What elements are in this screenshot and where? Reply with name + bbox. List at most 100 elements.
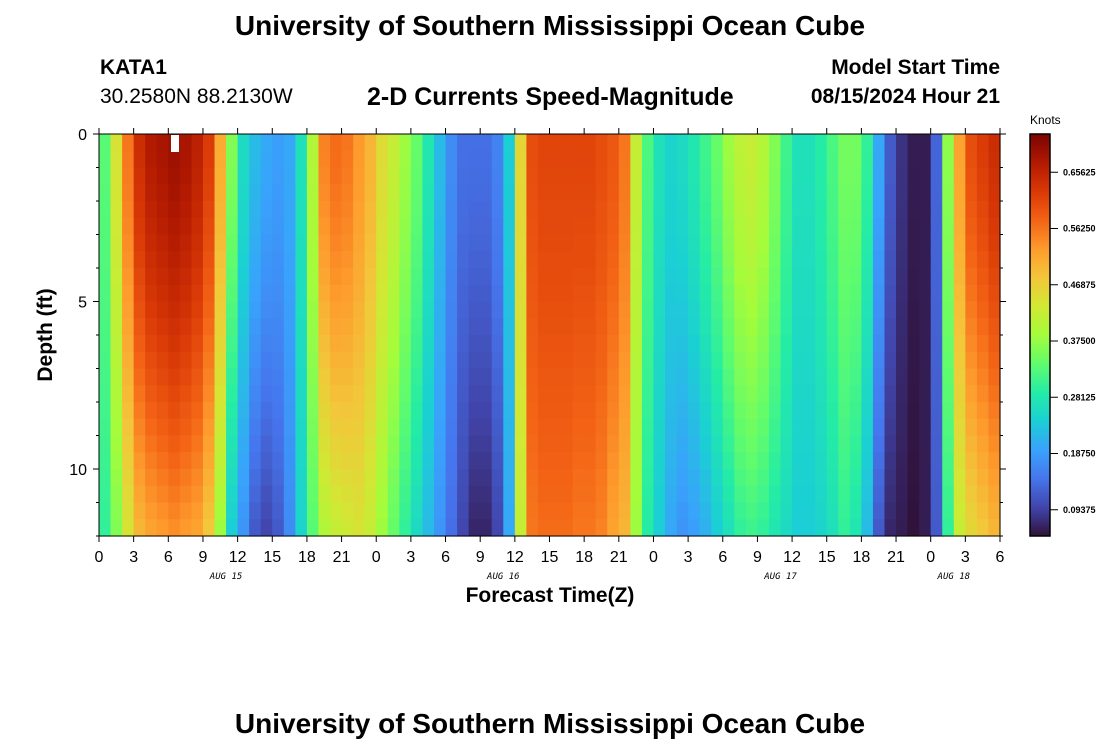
heatmap-cell bbox=[249, 469, 262, 487]
heatmap-cell bbox=[734, 150, 747, 169]
heatmap-cell bbox=[537, 335, 551, 353]
heatmap-cell bbox=[711, 301, 724, 319]
heatmap-cell bbox=[145, 418, 158, 437]
heatmap-cell bbox=[884, 351, 897, 370]
heatmap-cell bbox=[630, 351, 643, 370]
heatmap-cell bbox=[780, 184, 793, 202]
heatmap-cell bbox=[110, 268, 123, 286]
heatmap-cell bbox=[179, 150, 193, 169]
heatmap-cell bbox=[179, 351, 193, 370]
heatmap-cell bbox=[768, 452, 782, 470]
heatmap-cell bbox=[306, 201, 320, 219]
heatmap-cell bbox=[260, 385, 273, 403]
heatmap-cell bbox=[815, 335, 828, 353]
heatmap-cell bbox=[399, 335, 412, 353]
heatmap-cell bbox=[353, 418, 366, 437]
heatmap-cell bbox=[503, 301, 516, 319]
heatmap-cell bbox=[122, 201, 135, 219]
heatmap-cell bbox=[872, 485, 886, 504]
heatmap-cell bbox=[318, 485, 331, 504]
heatmap-cell bbox=[237, 452, 250, 470]
heatmap-cell bbox=[364, 485, 377, 504]
heatmap-cell bbox=[179, 469, 193, 487]
heatmap-cell bbox=[445, 385, 458, 403]
heatmap-cell bbox=[491, 385, 504, 403]
heatmap-cell bbox=[387, 335, 400, 353]
heatmap-cell bbox=[191, 335, 204, 353]
heatmap-cell bbox=[526, 502, 539, 520]
heatmap-cell bbox=[745, 184, 759, 202]
heatmap-cell bbox=[514, 217, 527, 236]
heatmap-cell bbox=[283, 368, 296, 386]
heatmap-cell bbox=[826, 368, 839, 386]
heatmap-cell bbox=[133, 150, 146, 169]
heatmap-cell bbox=[422, 385, 435, 403]
heatmap-cell bbox=[468, 251, 481, 269]
heatmap-cell bbox=[757, 368, 770, 386]
heatmap-cell bbox=[399, 469, 412, 487]
heatmap-cell bbox=[884, 268, 897, 286]
heatmap-cell bbox=[376, 301, 389, 319]
heatmap-cell bbox=[722, 167, 735, 185]
heatmap-cell bbox=[953, 234, 966, 252]
heatmap-cell bbox=[272, 335, 285, 353]
heatmap-cell bbox=[537, 217, 551, 236]
heatmap-cell bbox=[792, 485, 805, 504]
heatmap-cell bbox=[641, 402, 655, 420]
heatmap-cell bbox=[861, 284, 874, 303]
heatmap-cell bbox=[607, 335, 620, 353]
heatmap-cell bbox=[295, 268, 308, 286]
heatmap-cell bbox=[768, 335, 782, 353]
heatmap-cell bbox=[838, 502, 851, 520]
heatmap-cell bbox=[145, 134, 158, 152]
heatmap-cell bbox=[330, 418, 343, 437]
heatmap-cell bbox=[249, 318, 262, 336]
heatmap-cell bbox=[930, 335, 943, 353]
heatmap-cell bbox=[768, 251, 782, 269]
heatmap-cell bbox=[364, 335, 377, 353]
heatmap-cell bbox=[168, 150, 181, 169]
heatmap-cell bbox=[179, 502, 193, 520]
heatmap-cell bbox=[422, 251, 435, 269]
heatmap-cell bbox=[884, 318, 897, 336]
heatmap-cell bbox=[757, 167, 770, 185]
heatmap-cell bbox=[653, 217, 666, 236]
heatmap-cell bbox=[861, 167, 874, 185]
heatmap-cell bbox=[630, 184, 643, 202]
heatmap-cell bbox=[572, 368, 585, 386]
heatmap-cell bbox=[711, 234, 724, 252]
heatmap-cell bbox=[838, 469, 851, 487]
heatmap-cell bbox=[665, 318, 678, 336]
heatmap-cell bbox=[826, 284, 839, 303]
heatmap-cell bbox=[907, 485, 920, 504]
heatmap-cell bbox=[688, 201, 701, 219]
heatmap-cell bbox=[133, 234, 146, 252]
heatmap-cell bbox=[156, 150, 169, 169]
heatmap-cell bbox=[826, 234, 839, 252]
heatmap-cell bbox=[145, 217, 158, 236]
heatmap-cell bbox=[537, 452, 551, 470]
heatmap-cell bbox=[422, 201, 435, 219]
heatmap-cell bbox=[364, 418, 377, 437]
heatmap-cell bbox=[387, 134, 400, 152]
heatmap-cell bbox=[884, 251, 897, 269]
heatmap-cell bbox=[826, 469, 839, 487]
heatmap-cell bbox=[907, 385, 920, 403]
heatmap-cell bbox=[272, 284, 285, 303]
heatmap-cell bbox=[387, 351, 400, 370]
heatmap-cell bbox=[953, 519, 966, 537]
heatmap-cell bbox=[433, 234, 447, 252]
heatmap-cell bbox=[433, 502, 447, 520]
heatmap-cell bbox=[537, 485, 551, 504]
heatmap-cell bbox=[514, 251, 527, 269]
heatmap-cell bbox=[930, 502, 943, 520]
heatmap-cell bbox=[272, 301, 285, 319]
heatmap-cell bbox=[330, 368, 343, 386]
heatmap-cell bbox=[711, 150, 724, 169]
heatmap-cell bbox=[792, 452, 805, 470]
heatmap-cell bbox=[99, 284, 112, 303]
heatmap-cell bbox=[653, 485, 666, 504]
heatmap-cell bbox=[595, 502, 608, 520]
heatmap-cell bbox=[988, 318, 1001, 336]
heatmap-cell bbox=[976, 469, 990, 487]
